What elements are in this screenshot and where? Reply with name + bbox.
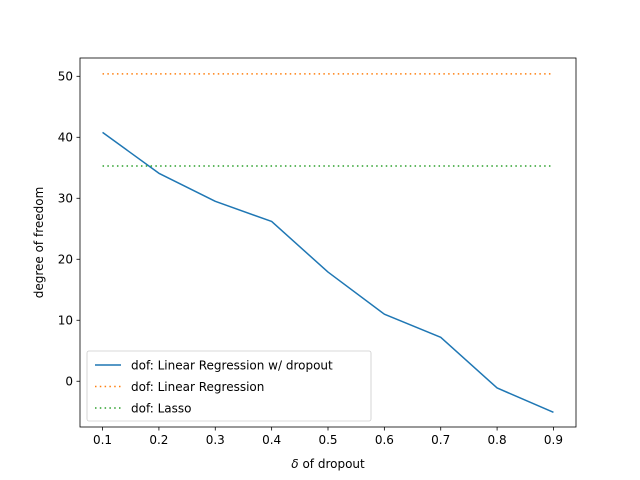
series-line-1 — [102, 131, 554, 414]
x-tick-label: 0.1 — [93, 433, 112, 447]
x-tick-label: 0.6 — [375, 433, 394, 447]
y-tick-label: 20 — [58, 253, 73, 267]
x-tick-label: 0.7 — [431, 433, 450, 447]
plot-lines — [102, 73, 554, 414]
x-tick-label: 0.5 — [318, 433, 337, 447]
y-tick-label: 0 — [65, 375, 73, 389]
legend: dof: Linear Regression w/ dropout dof: Li… — [86, 350, 372, 422]
legend-label-1: dof: Linear Regression w/ dropout — [131, 358, 333, 372]
y-axis-label: degree of freedom — [32, 187, 46, 299]
y-axis-ticks: 0 10 20 30 40 50 — [58, 70, 80, 389]
x-axis-label-text: of dropout — [299, 457, 365, 471]
x-axis-label: δ of dropout — [291, 457, 365, 471]
y-tick-label: 30 — [58, 192, 73, 206]
legend-box — [86, 350, 372, 422]
y-tick-label: 40 — [58, 131, 73, 145]
x-tick-label: 0.9 — [544, 433, 563, 447]
y-tick-label: 50 — [58, 70, 73, 84]
legend-label-3: dof: Lasso — [131, 401, 192, 415]
x-axis-ticks: 0.1 0.2 0.3 0.4 0.5 0.6 0.7 0.8 0.9 — [93, 427, 563, 447]
x-axis-label-symbol: δ — [291, 457, 298, 471]
x-tick-label: 0.4 — [262, 433, 281, 447]
x-tick-label: 0.3 — [206, 433, 225, 447]
x-tick-label: 0.2 — [149, 433, 168, 447]
x-tick-label: 0.8 — [488, 433, 507, 447]
legend-label-2: dof: Linear Regression — [131, 380, 264, 394]
y-tick-label: 10 — [58, 314, 73, 328]
